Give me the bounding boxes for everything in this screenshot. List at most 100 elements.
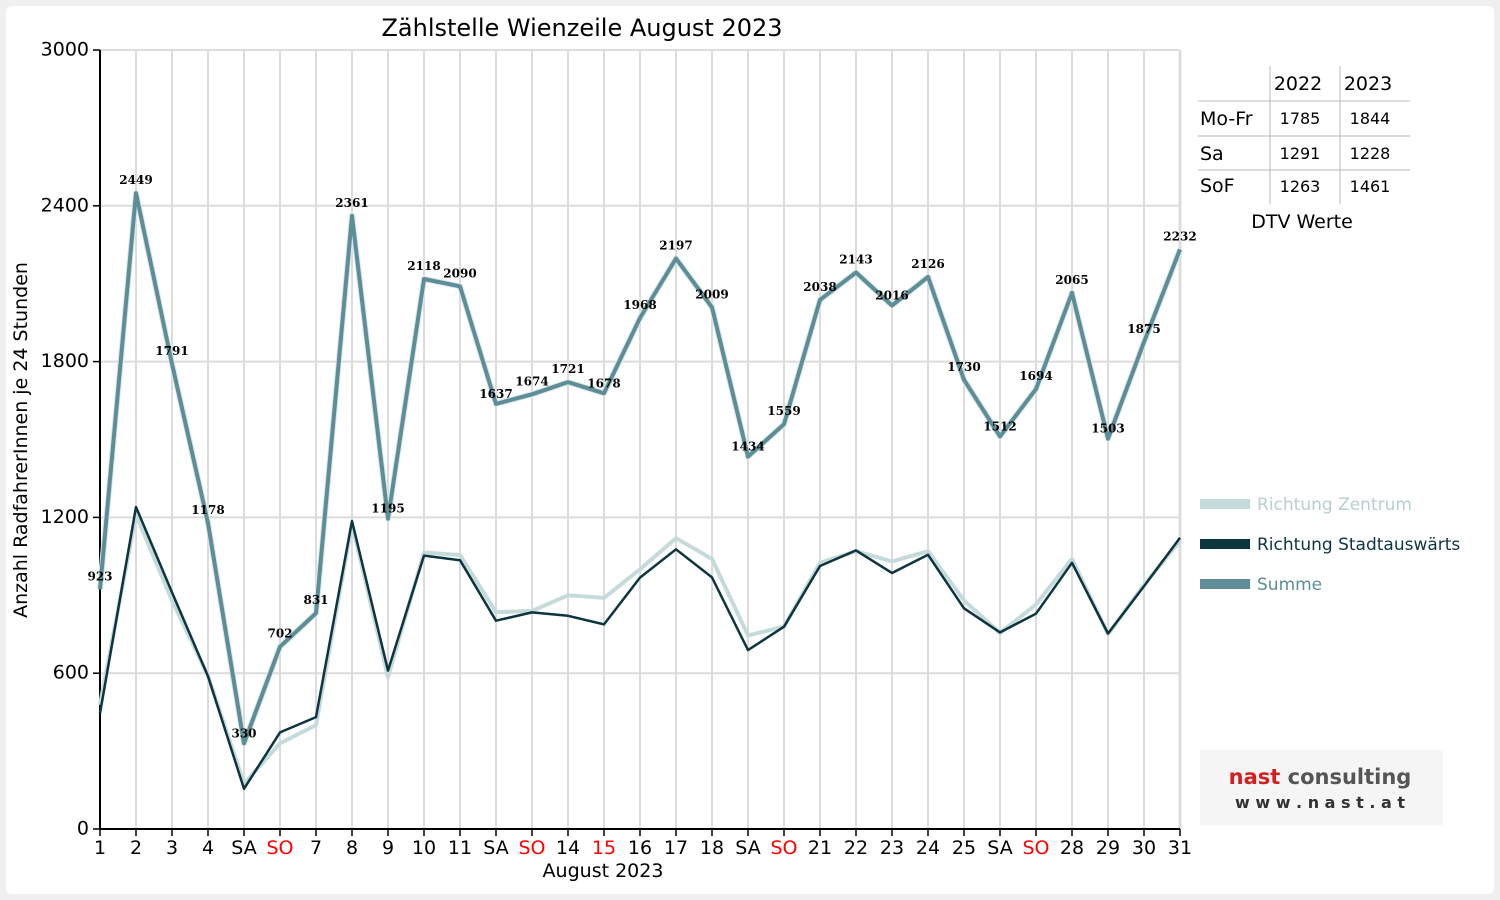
x-tick-label: 3 <box>166 837 178 859</box>
y-tick-label: 1200 <box>41 506 89 528</box>
data-label: 1178 <box>191 503 224 517</box>
data-label: 702 <box>267 627 292 641</box>
x-tick-label: 31 <box>1168 837 1192 859</box>
x-tick-label: 25 <box>952 837 976 859</box>
x-tick-label: 10 <box>412 837 436 859</box>
series-layer <box>97 190 1183 791</box>
x-tick-label: SA <box>231 837 256 859</box>
data-labels: 923 2449 1791 1178 330 702 831 2361 1195 21182090… <box>87 173 1196 740</box>
y-tick-label: 1800 <box>41 350 89 372</box>
y-tick-label: 0 <box>77 818 89 840</box>
legend-label: Richtung Zentrum <box>1257 495 1412 515</box>
x-tick-label: 1 <box>94 837 106 859</box>
data-label: 2126 <box>911 257 944 271</box>
data-label: 1875 <box>1127 322 1160 336</box>
x-tick-label: 2 <box>130 837 142 859</box>
table-header-2023: 2023 <box>1344 73 1392 95</box>
logo-background <box>1200 750 1443 825</box>
data-label: 330 <box>231 726 256 740</box>
x-axis-label: August 2023 <box>543 860 664 882</box>
y-tick-label: 600 <box>53 662 89 684</box>
table-cell: 1263 <box>1280 177 1321 196</box>
table-row-label: Sa <box>1200 143 1224 165</box>
nast-logo: nast consulting w w w . n a s t . a t <box>1200 750 1443 825</box>
dtv-table: 2022 2023 Mo-Fr 1785 1844 Sa 1291 1228 S… <box>1198 66 1410 233</box>
x-tick-label: 9 <box>382 837 394 859</box>
data-label: 2038 <box>803 280 836 294</box>
logo-url: w w w . n a s t . a t <box>1235 793 1405 812</box>
legend: Richtung Zentrum Richtung Stadtauswärts Su… <box>1200 495 1460 595</box>
x-tick-label: SA <box>987 837 1012 859</box>
x-tick-label: 21 <box>808 837 832 859</box>
table-cell: 1291 <box>1280 144 1321 163</box>
x-tick-label: 28 <box>1060 837 1084 859</box>
series-line-richtung-stadtausw-rts <box>98 505 1182 791</box>
table-header-2022: 2022 <box>1274 73 1322 95</box>
data-label: 1721 <box>551 362 584 376</box>
data-label: 2009 <box>695 287 728 301</box>
legend-label: Richtung Stadtauswärts <box>1257 535 1460 555</box>
x-tick-label: SA <box>483 837 508 859</box>
table-row-label: Mo-Fr <box>1200 108 1253 130</box>
x-tick-label: 4 <box>202 837 214 859</box>
data-label: 1434 <box>731 440 764 454</box>
y-tick-label: 3000 <box>41 39 89 61</box>
data-label: 2016 <box>875 289 908 303</box>
x-tick-label: SO <box>518 837 545 859</box>
data-label: 1637 <box>479 387 512 401</box>
legend-swatch <box>1200 579 1250 589</box>
logo-name-part: nast <box>1229 765 1288 789</box>
legend-label: Summe <box>1257 575 1322 595</box>
data-label: 2197 <box>659 239 692 253</box>
grid-lines <box>100 49 1182 829</box>
series-line-summe <box>98 191 1182 746</box>
x-tick-label: SO <box>1022 837 1049 859</box>
x-tick-label: 17 <box>664 837 688 859</box>
table-cell: 1844 <box>1350 109 1391 128</box>
y-tick-label: 2400 <box>41 194 89 216</box>
x-tick-label: 30 <box>1132 837 1156 859</box>
logo-name: nast consulting <box>1229 765 1412 789</box>
data-label: 1678 <box>587 376 620 390</box>
logo-name-part: consulting <box>1288 765 1412 789</box>
data-label: 1968 <box>623 298 656 312</box>
x-tick-label: 15 <box>592 837 616 859</box>
data-label: 2449 <box>119 173 152 187</box>
legend-swatch <box>1200 539 1250 549</box>
x-tick-label: 24 <box>916 837 940 859</box>
data-label: 2232 <box>1163 229 1196 243</box>
table-cell: 1228 <box>1350 144 1391 163</box>
legend-swatch <box>1200 499 1250 509</box>
x-tick-label: 22 <box>844 837 868 859</box>
data-label: 1674 <box>515 374 548 388</box>
data-label: 2065 <box>1055 273 1088 287</box>
data-label: 1195 <box>371 502 404 516</box>
data-label: 1730 <box>947 360 980 374</box>
data-label: 1503 <box>1091 422 1124 436</box>
x-tick-label: 29 <box>1096 837 1120 859</box>
x-tick-label: SO <box>266 837 293 859</box>
data-label: 2361 <box>335 196 368 210</box>
data-label: 2143 <box>839 253 872 267</box>
x-tick-label: 11 <box>448 837 472 859</box>
x-tick-label: SO <box>770 837 797 859</box>
data-label: 831 <box>303 593 328 607</box>
chart-title: Zählstelle Wienzeile August 2023 <box>381 14 782 42</box>
x-tick-label: 8 <box>346 837 358 859</box>
x-tick-label: 18 <box>700 837 724 859</box>
x-tick-label: 7 <box>310 837 322 859</box>
table-caption: DTV Werte <box>1251 211 1353 233</box>
x-tick-label: 16 <box>628 837 652 859</box>
table-cell: 1461 <box>1350 177 1391 196</box>
x-tick-label: 23 <box>880 837 904 859</box>
data-label: 2118 <box>407 259 440 273</box>
y-axis-label: Anzahl RadfahrerInnen je 24 Stunden <box>10 262 32 618</box>
data-label: 1512 <box>983 419 1016 433</box>
x-tick-label: SA <box>735 837 760 859</box>
data-label: 2090 <box>443 266 476 280</box>
table-row-label: SoF <box>1200 175 1235 197</box>
data-label: 1791 <box>155 344 188 358</box>
table-cell: 1785 <box>1280 109 1321 128</box>
